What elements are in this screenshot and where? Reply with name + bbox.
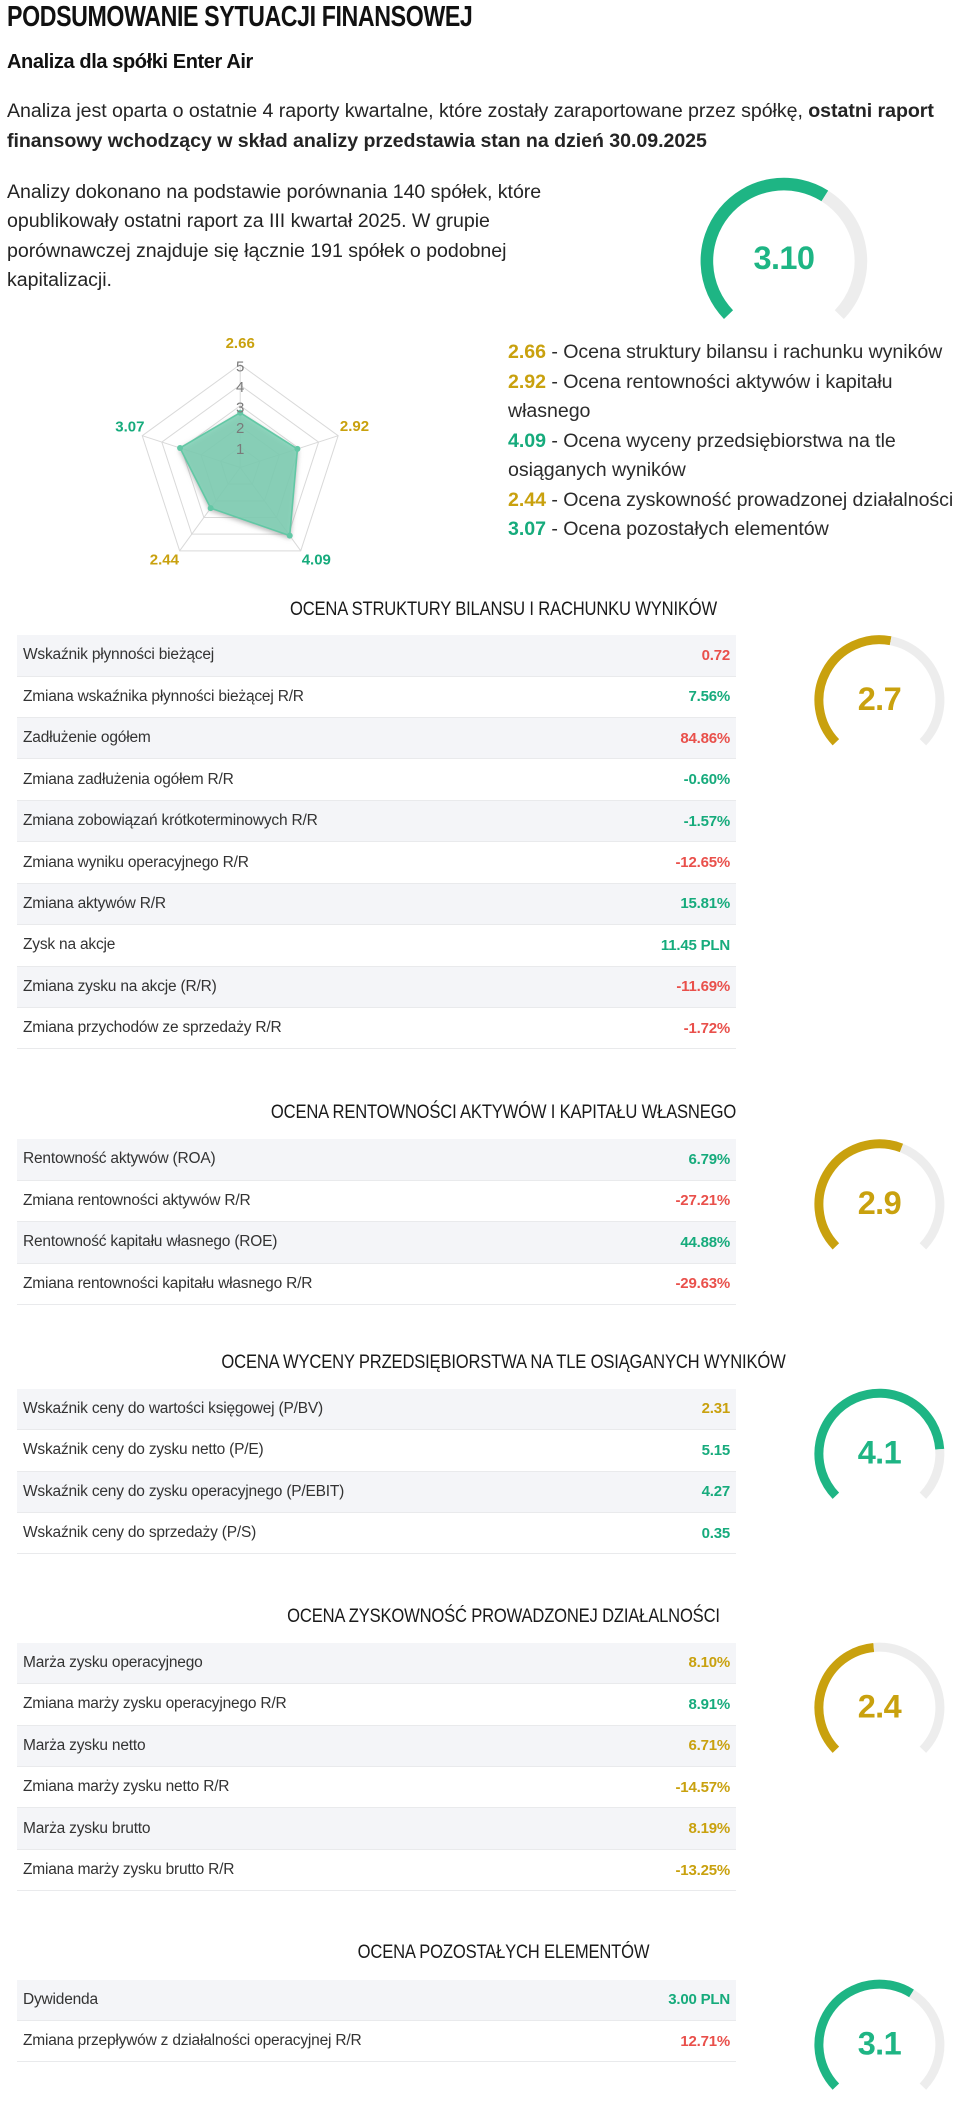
- svg-text:3.10: 3.10: [753, 240, 814, 276]
- svg-text:2: 2: [236, 420, 244, 437]
- svg-text:3.07: 3.07: [115, 419, 144, 436]
- svg-text:2.92: 2.92: [340, 418, 369, 435]
- svg-text:4.09: 4.09: [302, 551, 331, 568]
- svg-text:5: 5: [236, 358, 244, 375]
- svg-text:2.66: 2.66: [226, 335, 255, 352]
- svg-text:2.7: 2.7: [858, 681, 901, 717]
- svg-text:1: 1: [236, 441, 244, 458]
- svg-text:2.44: 2.44: [150, 551, 180, 568]
- svg-text:3.1: 3.1: [858, 2025, 902, 2061]
- svg-text:3: 3: [236, 400, 244, 417]
- svg-text:4: 4: [236, 379, 244, 396]
- svg-text:2.4: 2.4: [858, 1689, 902, 1725]
- svg-text:2.9: 2.9: [858, 1185, 901, 1221]
- svg-text:4.1: 4.1: [858, 1435, 902, 1471]
